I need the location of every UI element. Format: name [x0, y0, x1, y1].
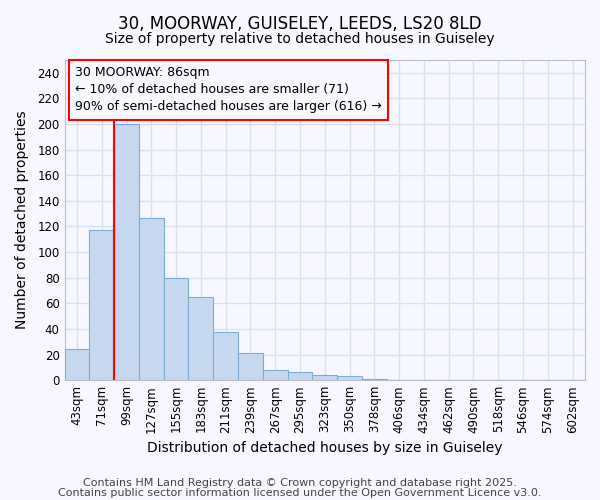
- Text: Size of property relative to detached houses in Guiseley: Size of property relative to detached ho…: [105, 32, 495, 46]
- Bar: [362, 379, 387, 380]
- Bar: [238, 354, 263, 380]
- X-axis label: Distribution of detached houses by size in Guiseley: Distribution of detached houses by size …: [147, 441, 503, 455]
- Text: 30, MOORWAY, GUISELEY, LEEDS, LS20 8LD: 30, MOORWAY, GUISELEY, LEEDS, LS20 8LD: [118, 15, 482, 33]
- Bar: [337, 376, 362, 380]
- Bar: [188, 297, 213, 380]
- Bar: [139, 218, 164, 380]
- Y-axis label: Number of detached properties: Number of detached properties: [15, 111, 29, 330]
- Bar: [89, 230, 114, 380]
- Bar: [114, 124, 139, 380]
- Bar: [65, 350, 89, 380]
- Bar: [313, 375, 337, 380]
- Bar: [263, 370, 287, 380]
- Bar: [213, 332, 238, 380]
- Text: 30 MOORWAY: 86sqm
← 10% of detached houses are smaller (71)
90% of semi-detached: 30 MOORWAY: 86sqm ← 10% of detached hous…: [75, 66, 382, 114]
- Bar: [287, 372, 313, 380]
- Text: Contains public sector information licensed under the Open Government Licence v3: Contains public sector information licen…: [58, 488, 542, 498]
- Text: Contains HM Land Registry data © Crown copyright and database right 2025.: Contains HM Land Registry data © Crown c…: [83, 478, 517, 488]
- Bar: [164, 278, 188, 380]
